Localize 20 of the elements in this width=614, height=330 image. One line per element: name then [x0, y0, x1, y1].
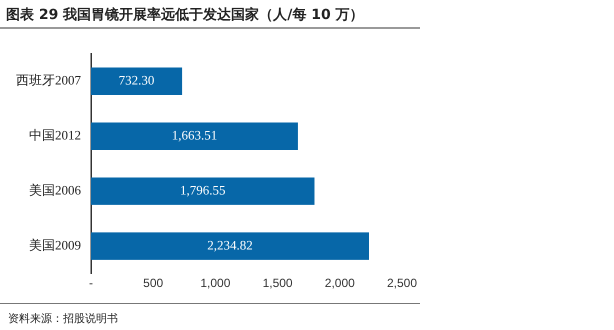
x-tick-label: 1,000: [200, 276, 231, 290]
data-label: 1,796.55: [180, 182, 226, 198]
chart-title: 图表 29 我国胃镜开展率远低于发达国家（人/每 10 万）: [6, 6, 364, 24]
x-tick-label: 1,500: [262, 276, 293, 290]
data-label: 732.30: [118, 72, 154, 88]
data-label: 1,663.51: [172, 128, 218, 143]
bar: [91, 232, 369, 260]
x-tick-label: -: [89, 276, 93, 290]
bar: [91, 177, 314, 205]
y-tick-label: 美国2006: [29, 182, 82, 198]
bar: [91, 122, 298, 150]
x-tick-label: 2,500: [386, 276, 418, 290]
y-tick-label: 西班牙2007: [16, 72, 82, 88]
y-tick-label: 中国2012: [29, 128, 81, 143]
text: 资料来源：招股说明书: [8, 311, 118, 326]
x-tick-label: 500: [143, 276, 164, 290]
x-tick-label: 2,000: [324, 276, 356, 290]
bar: [91, 68, 182, 96]
data-label: 2,234.82: [207, 238, 253, 253]
y-tick-label: 美国2009: [29, 238, 81, 253]
